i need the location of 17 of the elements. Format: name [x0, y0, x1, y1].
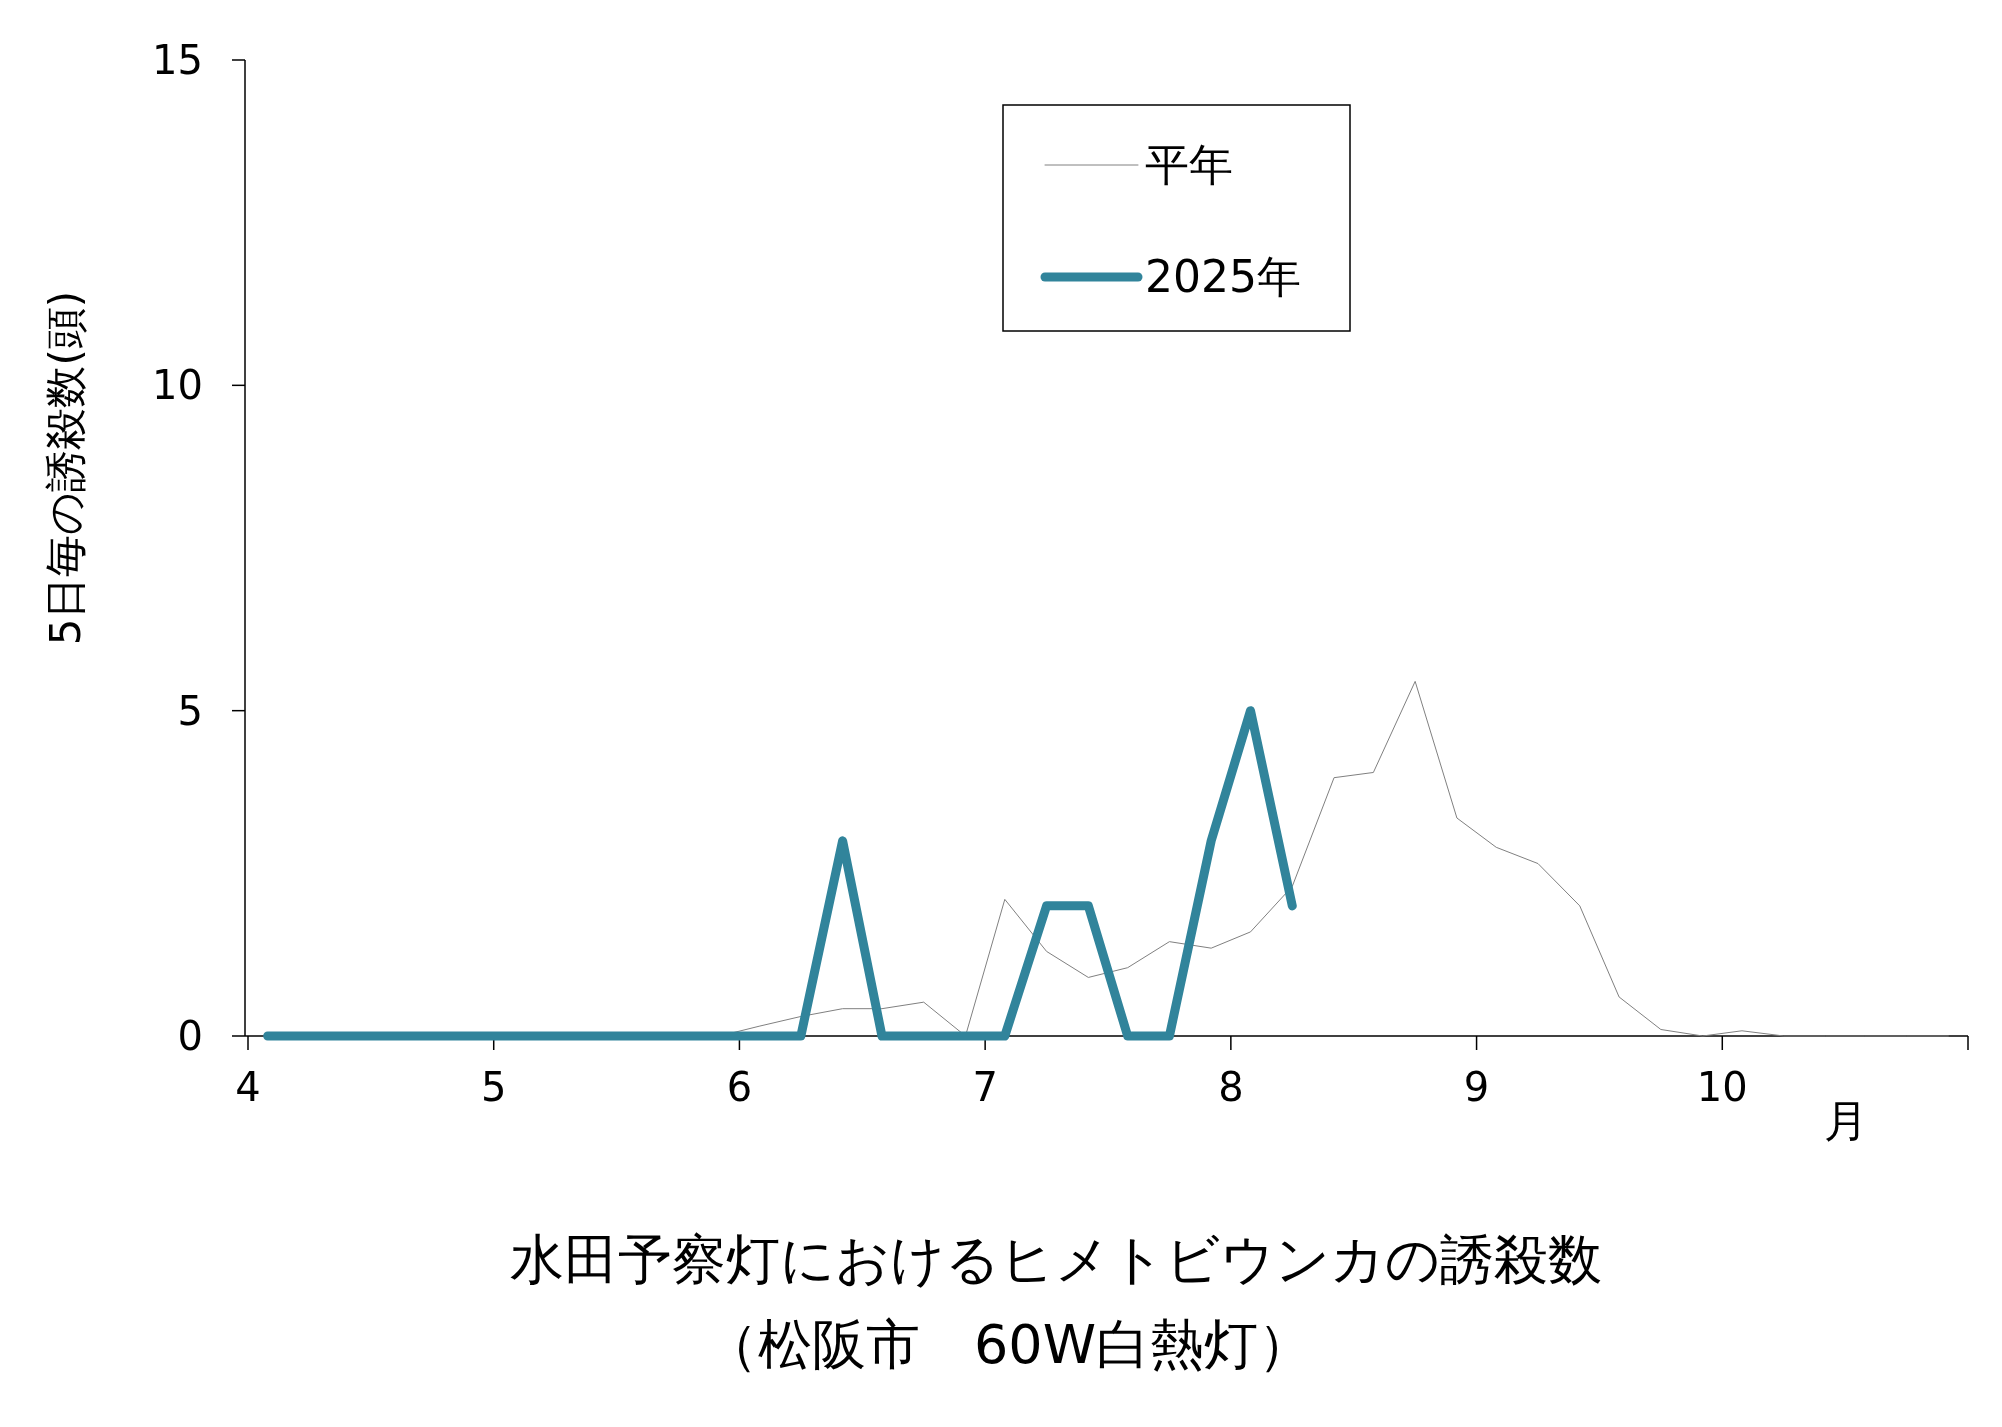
x-tick-label: 5 [480, 1064, 507, 1110]
x-axis-title: 月 [1824, 1095, 1868, 1146]
y-tick-label: 15 [152, 37, 203, 83]
y-tick-label: 0 [177, 1013, 203, 1059]
y-tick-label: 10 [152, 362, 203, 409]
x-tick-label: 4 [235, 1064, 261, 1110]
x-tick-label: 7 [972, 1064, 998, 1110]
y-axis-title: 5日毎の誘殺数(頭) [41, 290, 90, 646]
x-tick-label: 6 [726, 1064, 753, 1110]
text: 水田予察灯におけるヒメトビウンカの誘殺数 [510, 1228, 1602, 1291]
x-tick-label: 10 [1696, 1064, 1748, 1110]
x-tick-label: 9 [1463, 1064, 1490, 1110]
text: （松阪市 60W白熱灯） [703, 1313, 1313, 1376]
legend-label: 平年 [1145, 139, 1233, 191]
legend-label: 2025年 [1145, 251, 1301, 303]
x-tick-label: 8 [1218, 1064, 1244, 1110]
y-tick-label: 5 [177, 687, 203, 734]
